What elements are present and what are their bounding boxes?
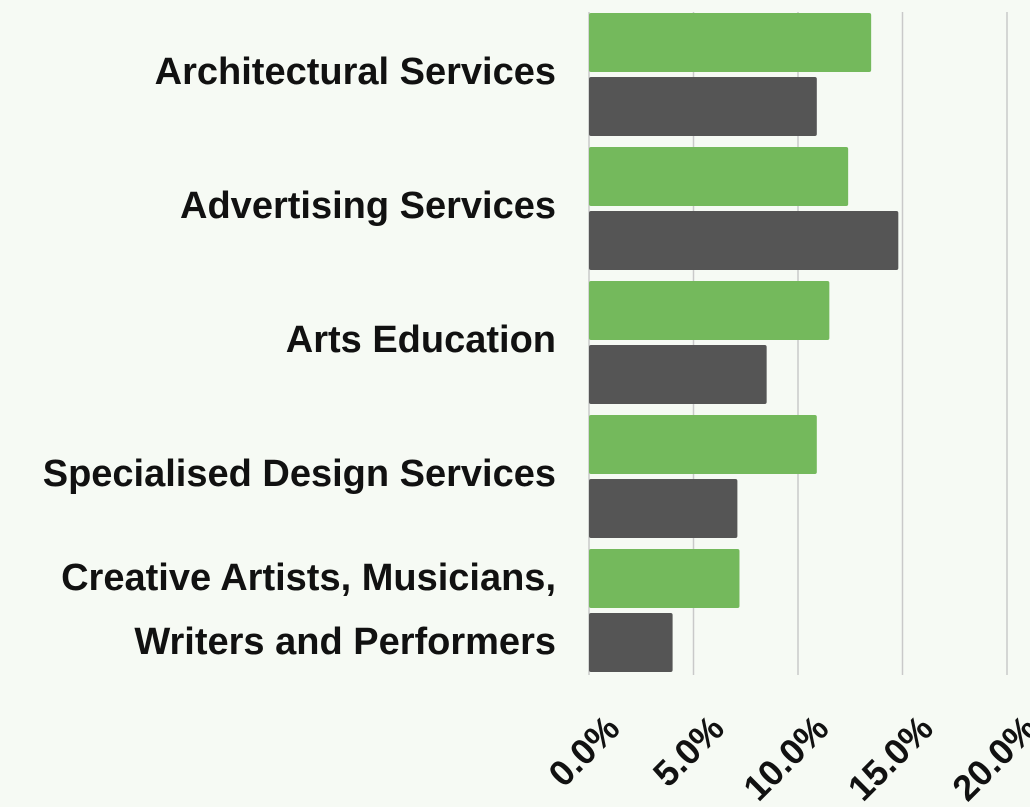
category-label: Architectural Services [155,51,556,93]
category-labels: Architectural Services Advertising Servic… [43,51,556,663]
bar [589,345,767,404]
x-tick-labels: 0.0% 5.0% 10.0% 15.0% 20.0% [540,707,1030,807]
bar [589,549,740,608]
bars [589,13,899,672]
category-label: Arts Education [286,319,556,361]
bar [589,281,830,340]
category-label: Specialised Design Services [43,453,556,495]
bar [589,613,673,672]
x-tick-label: 0.0% [540,707,627,794]
x-tick-label: 20.0% [944,707,1030,807]
bar [589,147,849,206]
x-tick-label: 5.0% [645,707,732,794]
bar [589,211,899,270]
category-label: Creative Artists, Musicians, [61,557,556,599]
x-tick-label: 15.0% [840,707,941,807]
bar [589,415,817,474]
category-label: Writers and Performers [134,621,556,663]
x-tick-label: 10.0% [735,707,836,807]
bar [589,479,738,538]
bar [589,77,817,136]
category-label: Advertising Services [180,185,556,227]
bar [589,13,872,72]
